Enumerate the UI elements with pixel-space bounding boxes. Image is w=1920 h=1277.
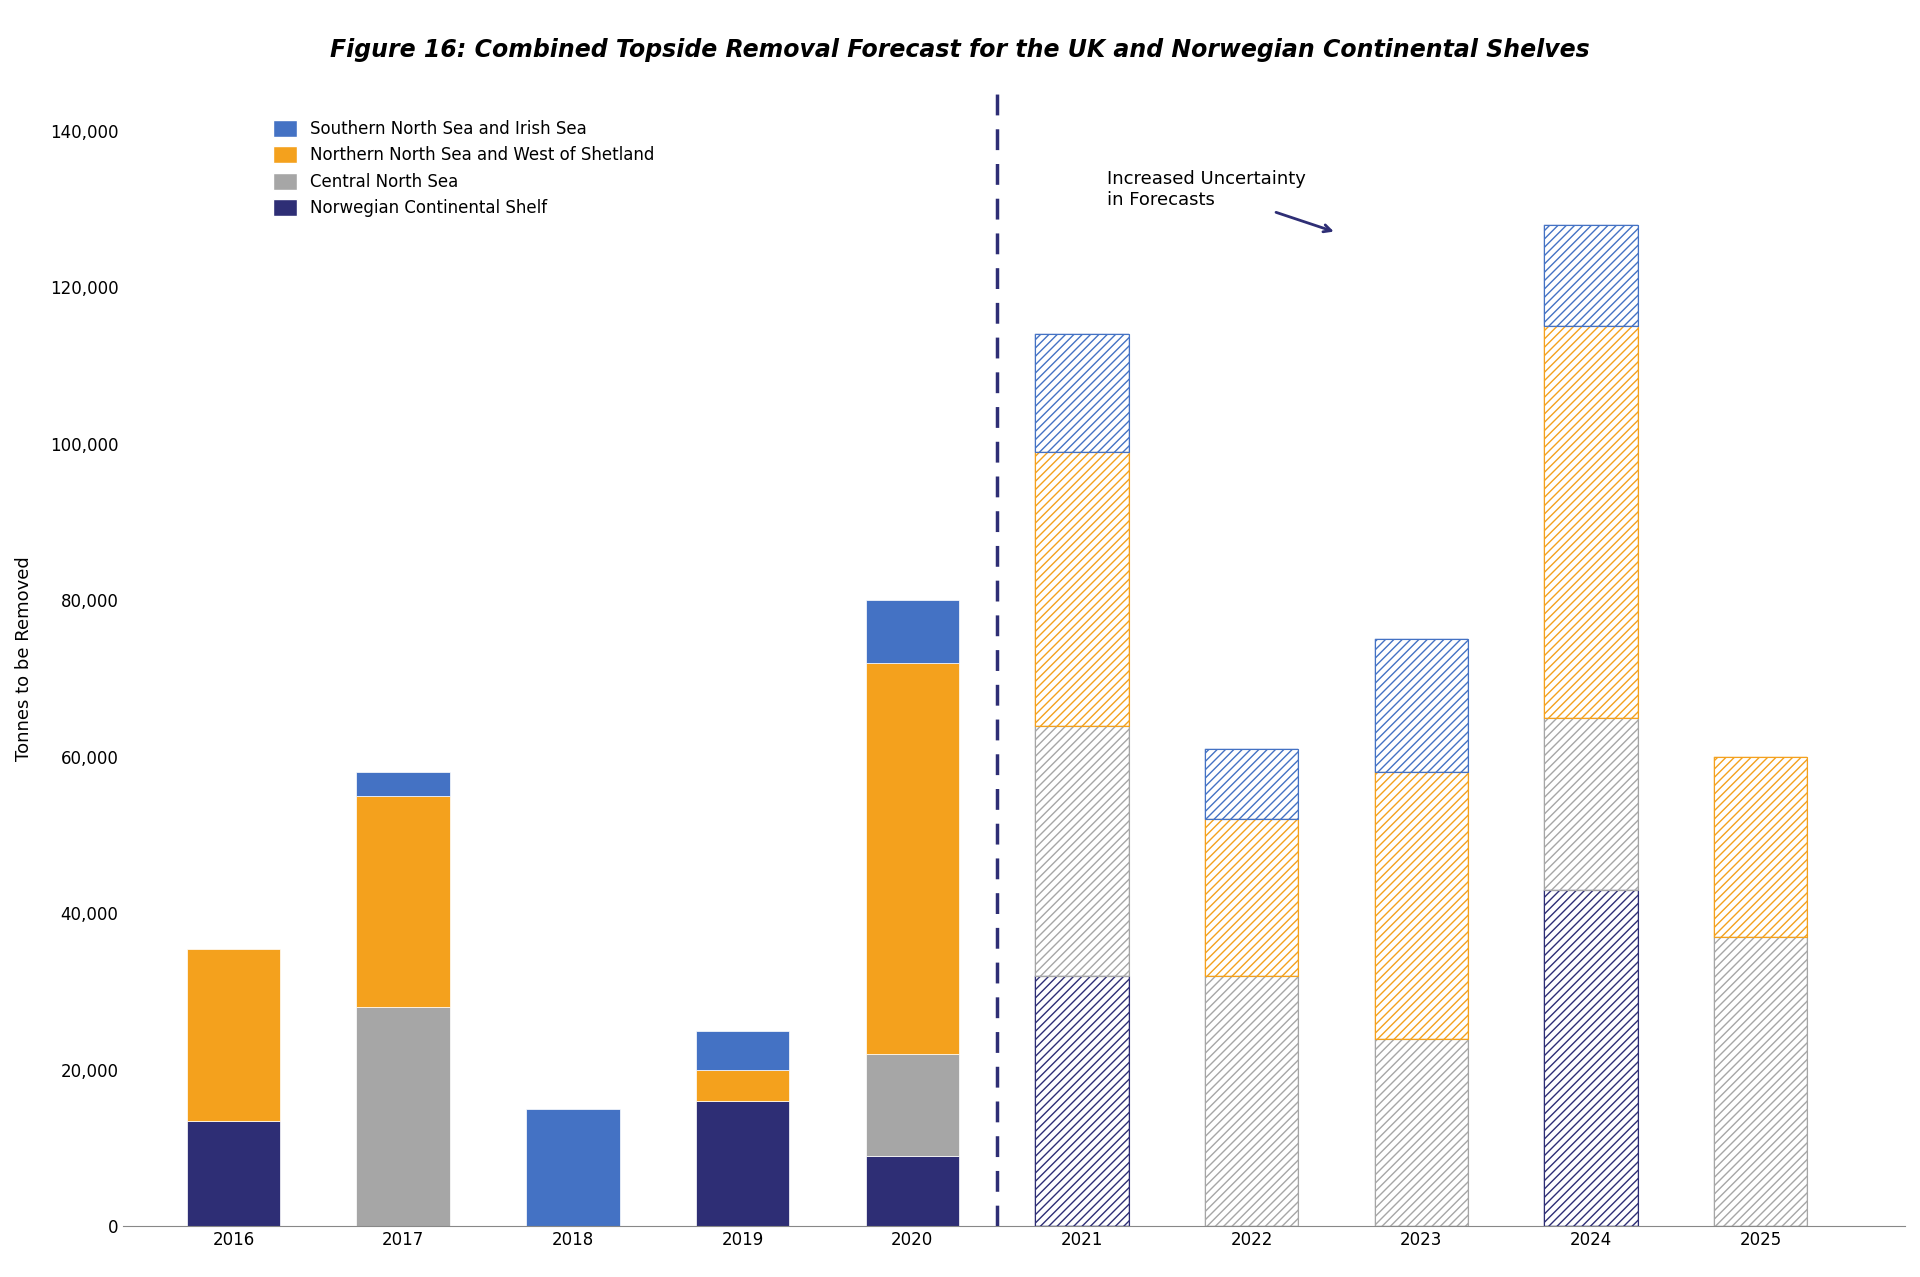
Bar bbox=[1715, 937, 1807, 1226]
Bar bbox=[1544, 890, 1638, 1226]
Bar bbox=[1715, 937, 1807, 1226]
Bar bbox=[1544, 327, 1638, 718]
Bar bbox=[695, 1031, 789, 1070]
Bar bbox=[1206, 820, 1298, 976]
Text: Figure 16: Combined Topside Removal Forecast for the UK and Norwegian Continenta: Figure 16: Combined Topside Removal Fore… bbox=[330, 38, 1590, 63]
Bar bbox=[357, 773, 449, 796]
Bar bbox=[1035, 725, 1129, 976]
Bar bbox=[1375, 640, 1469, 773]
Bar bbox=[1375, 1038, 1469, 1226]
Bar bbox=[1035, 725, 1129, 976]
Bar bbox=[1206, 820, 1298, 976]
Bar bbox=[1375, 640, 1469, 773]
Bar bbox=[1715, 757, 1807, 937]
Bar bbox=[866, 1156, 958, 1226]
Bar bbox=[1035, 335, 1129, 452]
Legend: Southern North Sea and Irish Sea, Northern North Sea and West of Shetland, Centr: Southern North Sea and Irish Sea, Northe… bbox=[265, 111, 662, 226]
Bar bbox=[1206, 976, 1298, 1226]
Bar bbox=[1035, 335, 1129, 452]
Text: Increased Uncertainty
in Forecasts: Increased Uncertainty in Forecasts bbox=[1108, 170, 1331, 231]
Bar bbox=[1544, 225, 1638, 327]
Bar bbox=[866, 1055, 958, 1156]
Bar bbox=[1035, 452, 1129, 725]
Bar bbox=[695, 1101, 789, 1226]
Bar bbox=[357, 796, 449, 1008]
Bar bbox=[866, 663, 958, 1055]
Bar bbox=[1206, 976, 1298, 1226]
Bar bbox=[695, 1070, 789, 1101]
Bar bbox=[1544, 225, 1638, 327]
Bar bbox=[866, 600, 958, 663]
Bar bbox=[1035, 452, 1129, 725]
Bar bbox=[1544, 718, 1638, 890]
Bar bbox=[1544, 890, 1638, 1226]
Bar bbox=[1544, 327, 1638, 718]
Bar bbox=[526, 1108, 620, 1226]
Bar bbox=[186, 1121, 280, 1226]
Bar bbox=[1375, 773, 1469, 1038]
Bar bbox=[1544, 718, 1638, 890]
Bar bbox=[1035, 976, 1129, 1226]
Bar bbox=[1375, 773, 1469, 1038]
Bar bbox=[1206, 750, 1298, 820]
Bar bbox=[1206, 750, 1298, 820]
Bar bbox=[186, 949, 280, 1121]
Bar bbox=[1035, 976, 1129, 1226]
Y-axis label: Tonnes to be Removed: Tonnes to be Removed bbox=[15, 557, 33, 761]
Bar bbox=[1375, 1038, 1469, 1226]
Bar bbox=[1715, 757, 1807, 937]
Bar bbox=[357, 1008, 449, 1226]
